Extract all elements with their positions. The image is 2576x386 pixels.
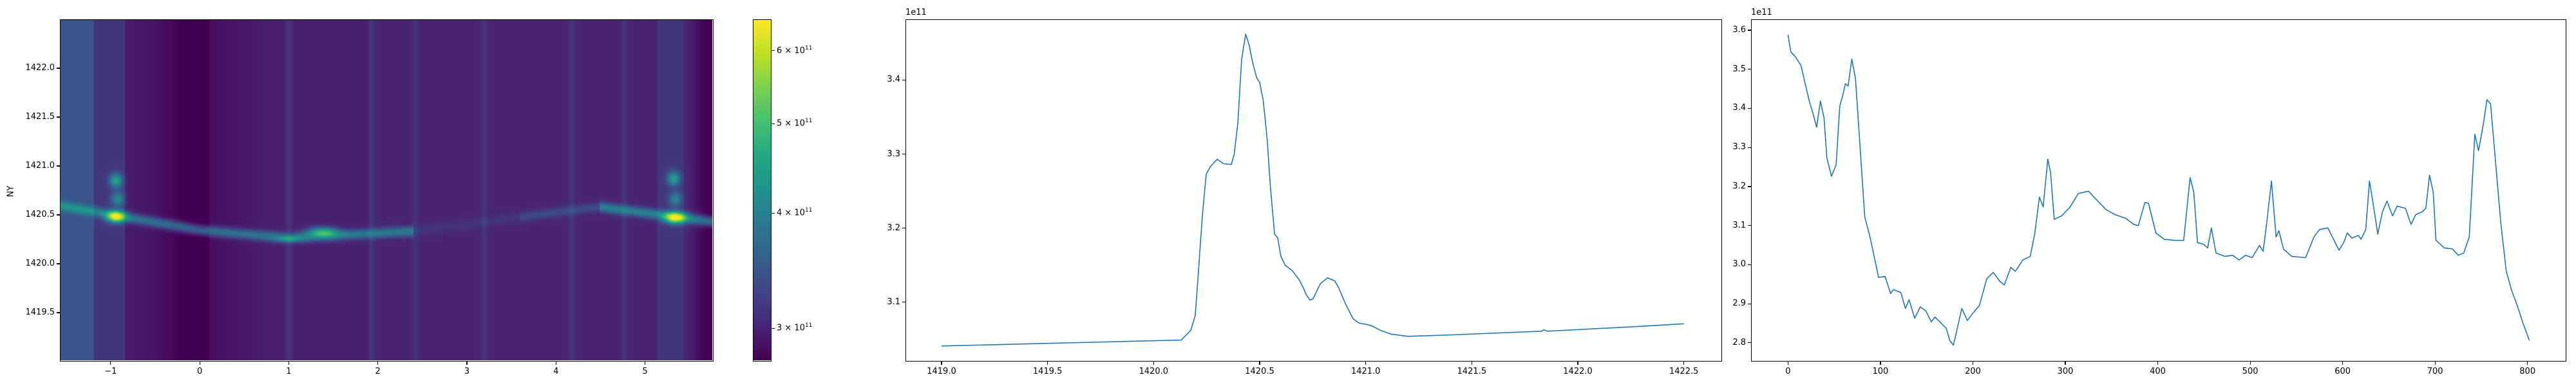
series-xtick-label: 800 (2519, 367, 2536, 376)
heatmap-ytick-label: 1422.0 (25, 63, 55, 73)
colorbar-gradient (753, 20, 771, 360)
spectrum-xtick-mark (1259, 362, 1260, 365)
heatmap-ytick-mark (57, 116, 60, 118)
spectrum-ytick-label: 3.1 (887, 297, 900, 307)
series-ytick-label: 2.9 (1732, 299, 1746, 309)
spectrum-xtick-label: 1421.0 (1350, 367, 1381, 376)
series-plot (1787, 34, 2530, 346)
series-ytick-label: 3.5 (1732, 64, 1746, 74)
series-offset-label: 1e11 (1751, 8, 1772, 17)
series-ytick-label: 3.6 (1732, 25, 1746, 35)
series-xtick-label: 300 (2057, 367, 2074, 376)
series-ytick-label: 3.4 (1732, 103, 1746, 113)
heatmap-image (61, 20, 712, 360)
spectrum-ytick-label: 3.4 (887, 75, 900, 85)
heatmap-ylabel: NY (6, 185, 16, 198)
spectrum-plot (941, 33, 1684, 347)
spectrum-xtick-mark (1153, 362, 1154, 365)
heatmap-ytick-label: 1420.5 (25, 210, 55, 219)
colorbar-tick-label: 6 × 1011 (777, 44, 813, 56)
series-ytick-label: 3.3 (1732, 142, 1746, 152)
heatmap-ytick-mark (57, 263, 60, 264)
spectrum-xtick-label: 1421.5 (1457, 367, 1487, 376)
heatmap-ytick-label: 1421.5 (25, 112, 55, 122)
heatmap-xtick-label: 1 (286, 367, 292, 376)
series-xtick-label: 200 (1965, 367, 1981, 376)
heatmap-xtick-label: 0 (196, 367, 203, 376)
spectrum-xtick-label: 1422.0 (1563, 367, 1593, 376)
spectrum-line (941, 33, 1684, 347)
heatmap-xtick-mark (466, 362, 468, 365)
spectrum-xtick-label: 1422.5 (1669, 367, 1699, 376)
spectrum-xtick-label: 1420.5 (1245, 367, 1274, 376)
spectrum-line-axes (905, 19, 1722, 362)
heatmap-xtick-label: 2 (375, 367, 381, 376)
heatmap-axes (60, 19, 714, 362)
series-xtick-label: 400 (2150, 367, 2166, 376)
heatmap-ytick-label: 1419.5 (25, 308, 55, 317)
series-ytick-mark (1748, 264, 1751, 265)
series-ytick-label: 3.0 (1732, 259, 1746, 270)
heatmap-xtick-label: −1 (104, 367, 117, 376)
series-xtick-mark (2249, 362, 2251, 365)
series-xtick-label: 100 (1872, 367, 1889, 376)
series-xtick-mark (2434, 362, 2436, 365)
colorbar-tick-label: 4 × 1011 (777, 207, 813, 218)
series-xtick-label: 600 (2334, 367, 2351, 376)
spectrum-xtick-mark (1047, 362, 1048, 365)
heatmap-ytick-label: 1420.0 (25, 259, 55, 268)
heatmap-xtick-mark (377, 362, 379, 365)
series-ytick-mark (1748, 107, 1751, 109)
series-xtick-mark (2157, 362, 2159, 365)
spectrum-xtick-label: 1419.0 (927, 367, 956, 376)
colorbar (753, 19, 772, 362)
colorbar-tick-label: 5 × 1011 (777, 118, 813, 129)
series-ytick-mark (1748, 342, 1751, 344)
spectrum-xtick-mark (941, 362, 942, 365)
spectrum-xtick-mark (1365, 362, 1367, 365)
series-xtick-label: 700 (2427, 367, 2443, 376)
series-line (1787, 34, 2530, 346)
series-ytick-label: 3.2 (1732, 181, 1746, 191)
spectrum-xtick-label: 1420.0 (1139, 367, 1169, 376)
heatmap-xtick-label: 5 (642, 367, 648, 376)
colorbar-tick-mark (772, 212, 775, 214)
heatmap-ytick-mark (57, 214, 60, 216)
spectrum-xtick-mark (1577, 362, 1578, 365)
series-line-axes (1751, 19, 2566, 362)
spectrum-ytick-label: 3.2 (887, 223, 900, 233)
heatmap-ytick-label: 1421.0 (25, 161, 55, 170)
series-xtick-mark (2342, 362, 2344, 365)
series-ytick-mark (1748, 147, 1751, 148)
heatmap-ytick-mark (57, 165, 60, 167)
heatmap-xtick-mark (110, 362, 111, 365)
series-xtick-label: 0 (1785, 367, 1791, 376)
spectrum-xtick-label: 1419.5 (1032, 367, 1063, 376)
heatmap-xtick-label: 3 (464, 367, 470, 376)
series-ytick-mark (1748, 225, 1751, 226)
heatmap-ytick-mark (57, 312, 60, 313)
series-ytick-mark (1748, 186, 1751, 187)
heatmap-xtick-label: 4 (553, 367, 559, 376)
colorbar-tick-label: 3 × 1011 (777, 322, 813, 333)
series-xtick-label: 500 (2242, 367, 2259, 376)
series-ytick-label: 2.8 (1732, 337, 1746, 347)
series-xtick-mark (2527, 362, 2528, 365)
spectrum-ytick-label: 3.3 (887, 149, 900, 159)
colorbar-tick-mark (772, 327, 775, 329)
spectrum-offset-label: 1e11 (905, 8, 927, 17)
series-ytick-label: 3.1 (1732, 220, 1746, 230)
colorbar-tick-mark (772, 50, 775, 51)
spectrum-xtick-mark (1683, 362, 1685, 365)
